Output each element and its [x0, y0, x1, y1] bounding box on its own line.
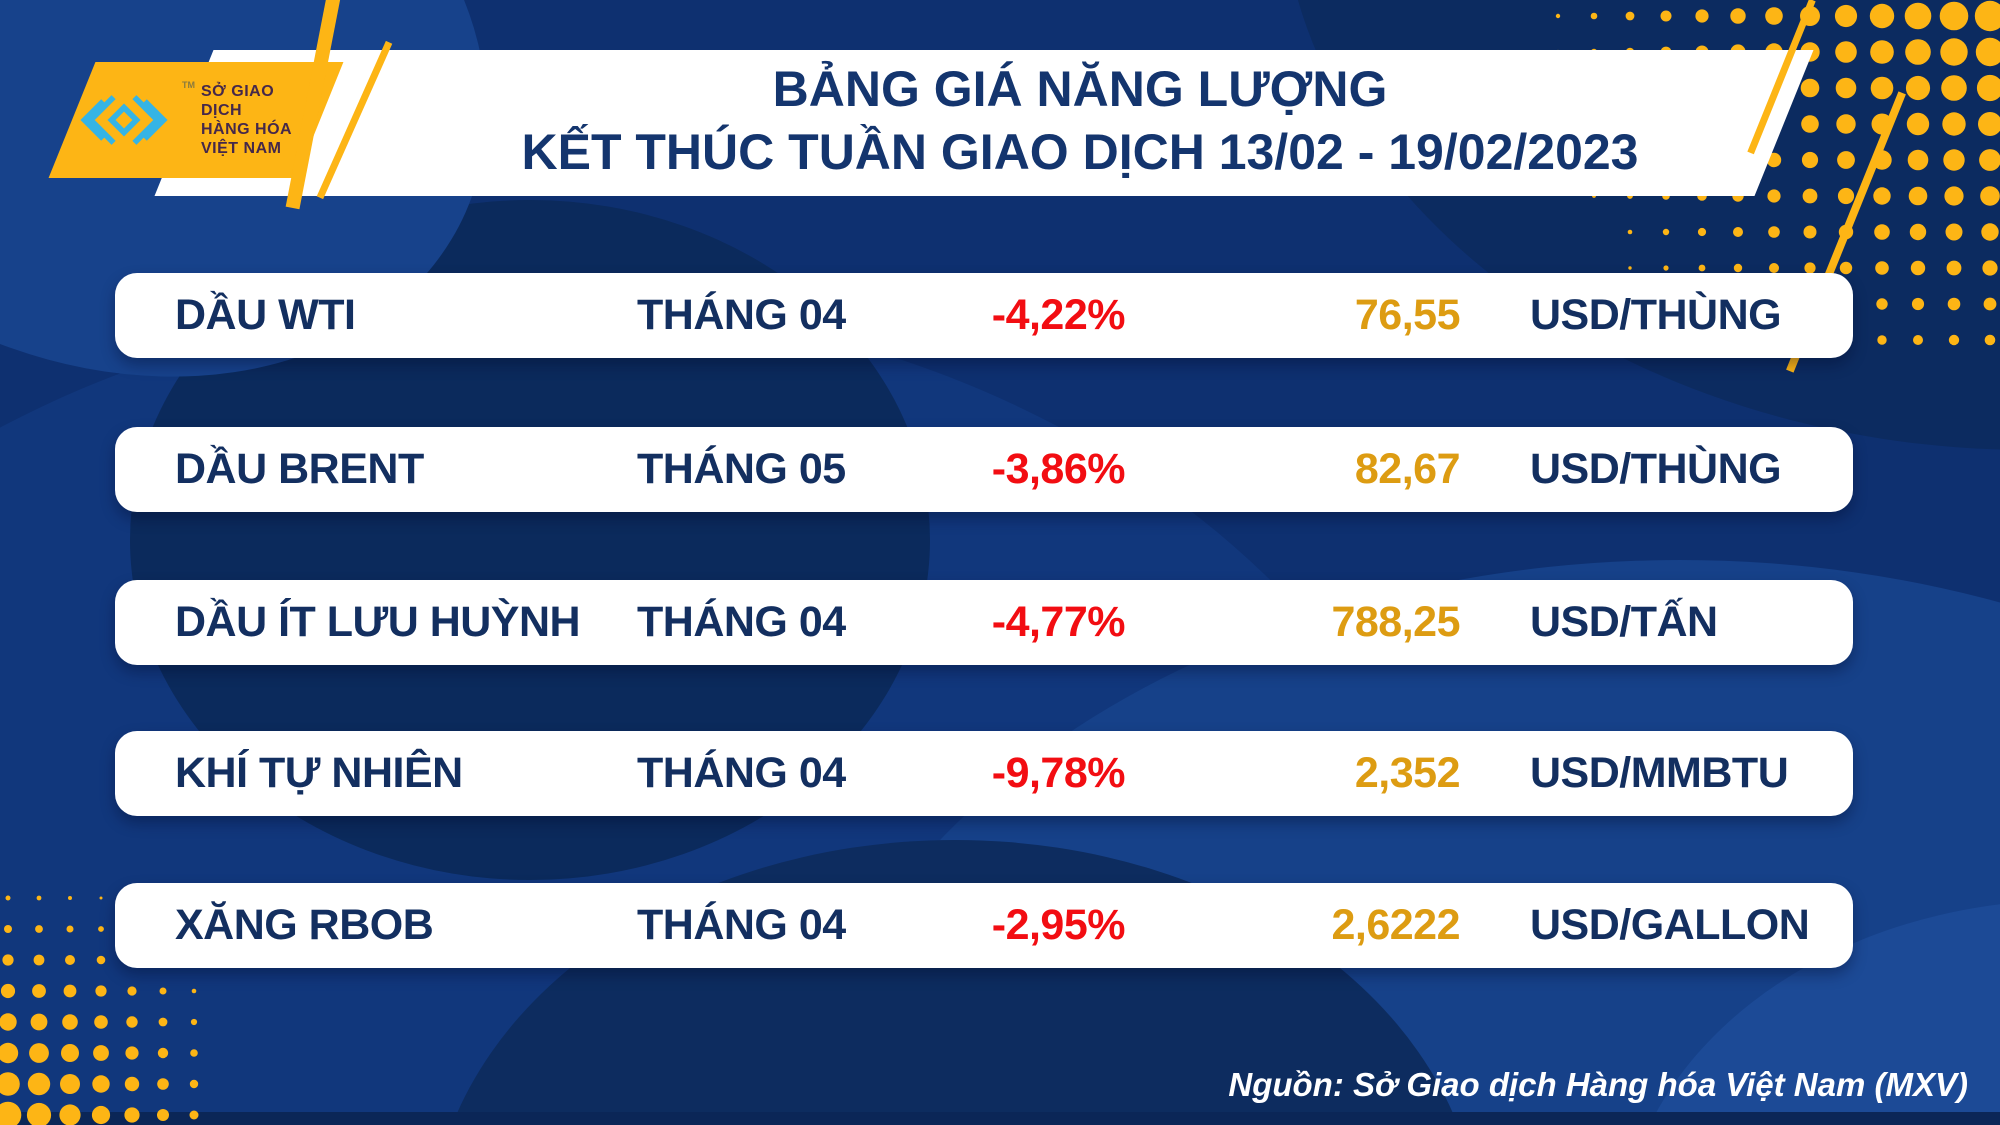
contract-month: THÁNG 04: [637, 598, 846, 646]
trademark-symbol: TM: [182, 80, 195, 90]
price-unit: USD/THÙNG: [1530, 291, 1782, 339]
contract-month: THÁNG 04: [637, 749, 846, 797]
mxv-logo: TM SỞ GIAO DỊCH HÀNG HÓA VIỆT NAM: [72, 62, 320, 178]
price-unit: USD/TẤN: [1530, 598, 1718, 646]
table-row: DẦU BRENT THÁNG 05 -3,86% 82,67 USD/THÙN…: [115, 427, 1853, 512]
weekly-change: -4,77%: [991, 598, 1126, 646]
price-unit: USD/GALLON: [1530, 901, 1810, 949]
commodity-name: XĂNG RBOB: [175, 901, 434, 949]
weekly-change: -4,22%: [991, 291, 1126, 339]
page-title: BẢNG GIÁ NĂNG LƯỢNG: [772, 61, 1388, 117]
table-row: DẦU WTI THÁNG 04 -4,22% 76,55 USD/THÙNG: [115, 273, 1853, 358]
price-value: 2,352: [1354, 749, 1461, 797]
commodity-name: DẦU WTI: [175, 291, 356, 339]
price-value: 2,6222: [1331, 901, 1460, 949]
price-value: 76,55: [1354, 291, 1461, 339]
table-row: XĂNG RBOB THÁNG 04 -2,95% 2,6222 USD/GAL…: [115, 883, 1853, 968]
table-row: DẦU ÍT LƯU HUỲNH THÁNG 04 -4,77% 788,25 …: [115, 580, 1853, 665]
logo-org-line: SỞ GIAO DỊCH: [201, 83, 275, 119]
weekly-change: -2,95%: [991, 901, 1126, 949]
contract-month: THÁNG 05: [637, 445, 846, 493]
weekly-change: -3,86%: [991, 445, 1126, 493]
halftone-dots-top-right: [1555, 0, 2000, 346]
mxv-logo-plate: TM SỞ GIAO DỊCH HÀNG HÓA VIỆT NAM: [48, 62, 344, 178]
mxv-logo-icon: [80, 95, 168, 145]
price-value: 82,67: [1354, 445, 1461, 493]
page-subtitle: KẾT THÚC TUẦN GIAO DỊCH 13/02 - 19/02/20…: [521, 124, 1639, 180]
price-unit: USD/THÙNG: [1530, 445, 1782, 493]
source-credit: Nguồn: Sở Giao dịch Hàng hóa Việt Nam (M…: [1228, 1066, 1968, 1103]
contract-month: THÁNG 04: [637, 901, 846, 949]
commodity-name: DẦU BRENT: [175, 445, 424, 493]
commodity-name: DẦU ÍT LƯU HUỲNH: [175, 598, 581, 646]
header-title-block: BẢNG GIÁ NĂNG LƯỢNG KẾT THÚC TUẦN GIAO D…: [380, 58, 1780, 184]
bottom-strip: [0, 1112, 2000, 1125]
contract-month: THÁNG 04: [637, 291, 846, 339]
price-unit: USD/MMBTU: [1530, 749, 1789, 797]
table-row: KHÍ TỰ NHIÊN THÁNG 04 -9,78% 2,352 USD/M…: [115, 731, 1853, 816]
commodity-name: KHÍ TỰ NHIÊN: [175, 749, 463, 797]
weekly-change: -9,78%: [991, 749, 1126, 797]
price-value: 788,25: [1331, 598, 1460, 646]
